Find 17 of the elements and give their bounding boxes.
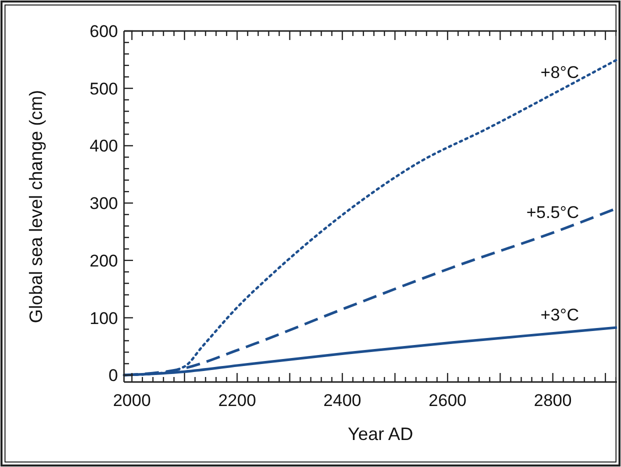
x-tick-label: 2400 [323, 391, 362, 410]
series-label: +3°C [540, 306, 579, 325]
series-label: +8°C [540, 63, 579, 82]
y-tick-label: 600 [90, 22, 118, 41]
x-tick-label: 2000 [112, 391, 151, 410]
y-tick-label: 100 [90, 308, 118, 328]
y-tick-label: 400 [90, 136, 118, 156]
series-label: +5.5°C [526, 203, 579, 222]
y-axis-title: Global sea level change (cm) [26, 90, 46, 324]
x-axis-title: Year AD [348, 424, 414, 444]
y-tick-label: 0 [108, 366, 118, 386]
x-tick-label: 2200 [218, 391, 256, 410]
y-tick-label: 300 [90, 194, 118, 214]
y-tick-label: 500 [90, 79, 118, 98]
x-tick-label: 2800 [534, 391, 572, 410]
x-tick-label: 2600 [428, 391, 466, 410]
y-tick-label: 200 [90, 251, 118, 270]
